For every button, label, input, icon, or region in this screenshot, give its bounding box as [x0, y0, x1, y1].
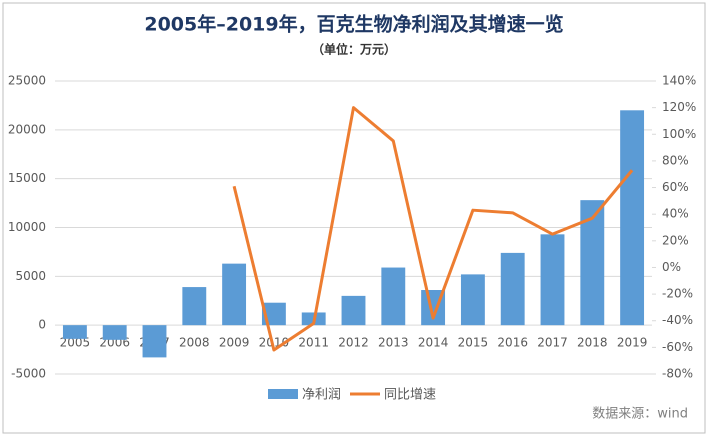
y2-tick-label: 100% [662, 127, 696, 141]
legend-label: 净利润 [302, 388, 341, 403]
y2-tick-label: 20% [662, 233, 689, 247]
bar [142, 325, 167, 358]
x-tick-label: 2016 [497, 336, 528, 350]
y2-tick-label: 60% [662, 180, 689, 194]
y2-tick-label: -80% [662, 367, 693, 381]
chart-subtitle: （单位：万元） [312, 42, 396, 57]
bar [182, 287, 207, 326]
bar [500, 252, 525, 326]
bar [381, 267, 406, 326]
y2-tick-label: 0% [662, 260, 681, 274]
chart-title: 2005年–2019年，百克生物净利润及其增速一览 [144, 13, 563, 36]
x-tick-label: 2012 [338, 336, 369, 350]
y-tick-label: 0 [38, 318, 46, 332]
bar [460, 274, 485, 326]
bar [341, 295, 366, 326]
y2-tick-label: -60% [662, 340, 693, 354]
x-tick-label: 2014 [418, 336, 449, 350]
x-tick-label: 2009 [219, 336, 250, 350]
x-tick-label: 2013 [378, 336, 409, 350]
bar [620, 110, 645, 326]
y-tick-label: -5000 [11, 367, 46, 381]
bar [102, 325, 127, 340]
y2-tick-label: -20% [662, 287, 693, 301]
y-tick-label: 5000 [15, 269, 46, 283]
x-tick-label: 2015 [458, 336, 489, 350]
y-tick-label: 15000 [8, 171, 46, 185]
y-tick-label: 20000 [8, 122, 46, 136]
x-tick-label: 2011 [298, 336, 329, 350]
y-tick-label: 25000 [8, 74, 46, 88]
bar [62, 325, 87, 339]
legend-swatch [268, 389, 298, 399]
legend-label: 同比增速 [384, 388, 436, 403]
y2-tick-label: 120% [662, 100, 696, 114]
y-tick-label: 10000 [8, 220, 46, 234]
x-tick-label: 2018 [577, 336, 608, 350]
bar [222, 263, 247, 326]
bar [580, 200, 605, 326]
x-tick-label: 2019 [617, 336, 648, 350]
x-tick-label: 2017 [537, 336, 568, 350]
x-tick-label: 2008 [179, 336, 210, 350]
y2-tick-label: -40% [662, 313, 693, 327]
x-tick-label: 2005 [60, 336, 91, 350]
line [232, 106, 634, 352]
y2-tick-label: 140% [662, 74, 696, 88]
bar [540, 234, 565, 326]
y2-tick-label: 80% [662, 153, 689, 167]
source: 数据来源：wind [592, 407, 688, 422]
y2-tick-label: 40% [662, 207, 689, 221]
